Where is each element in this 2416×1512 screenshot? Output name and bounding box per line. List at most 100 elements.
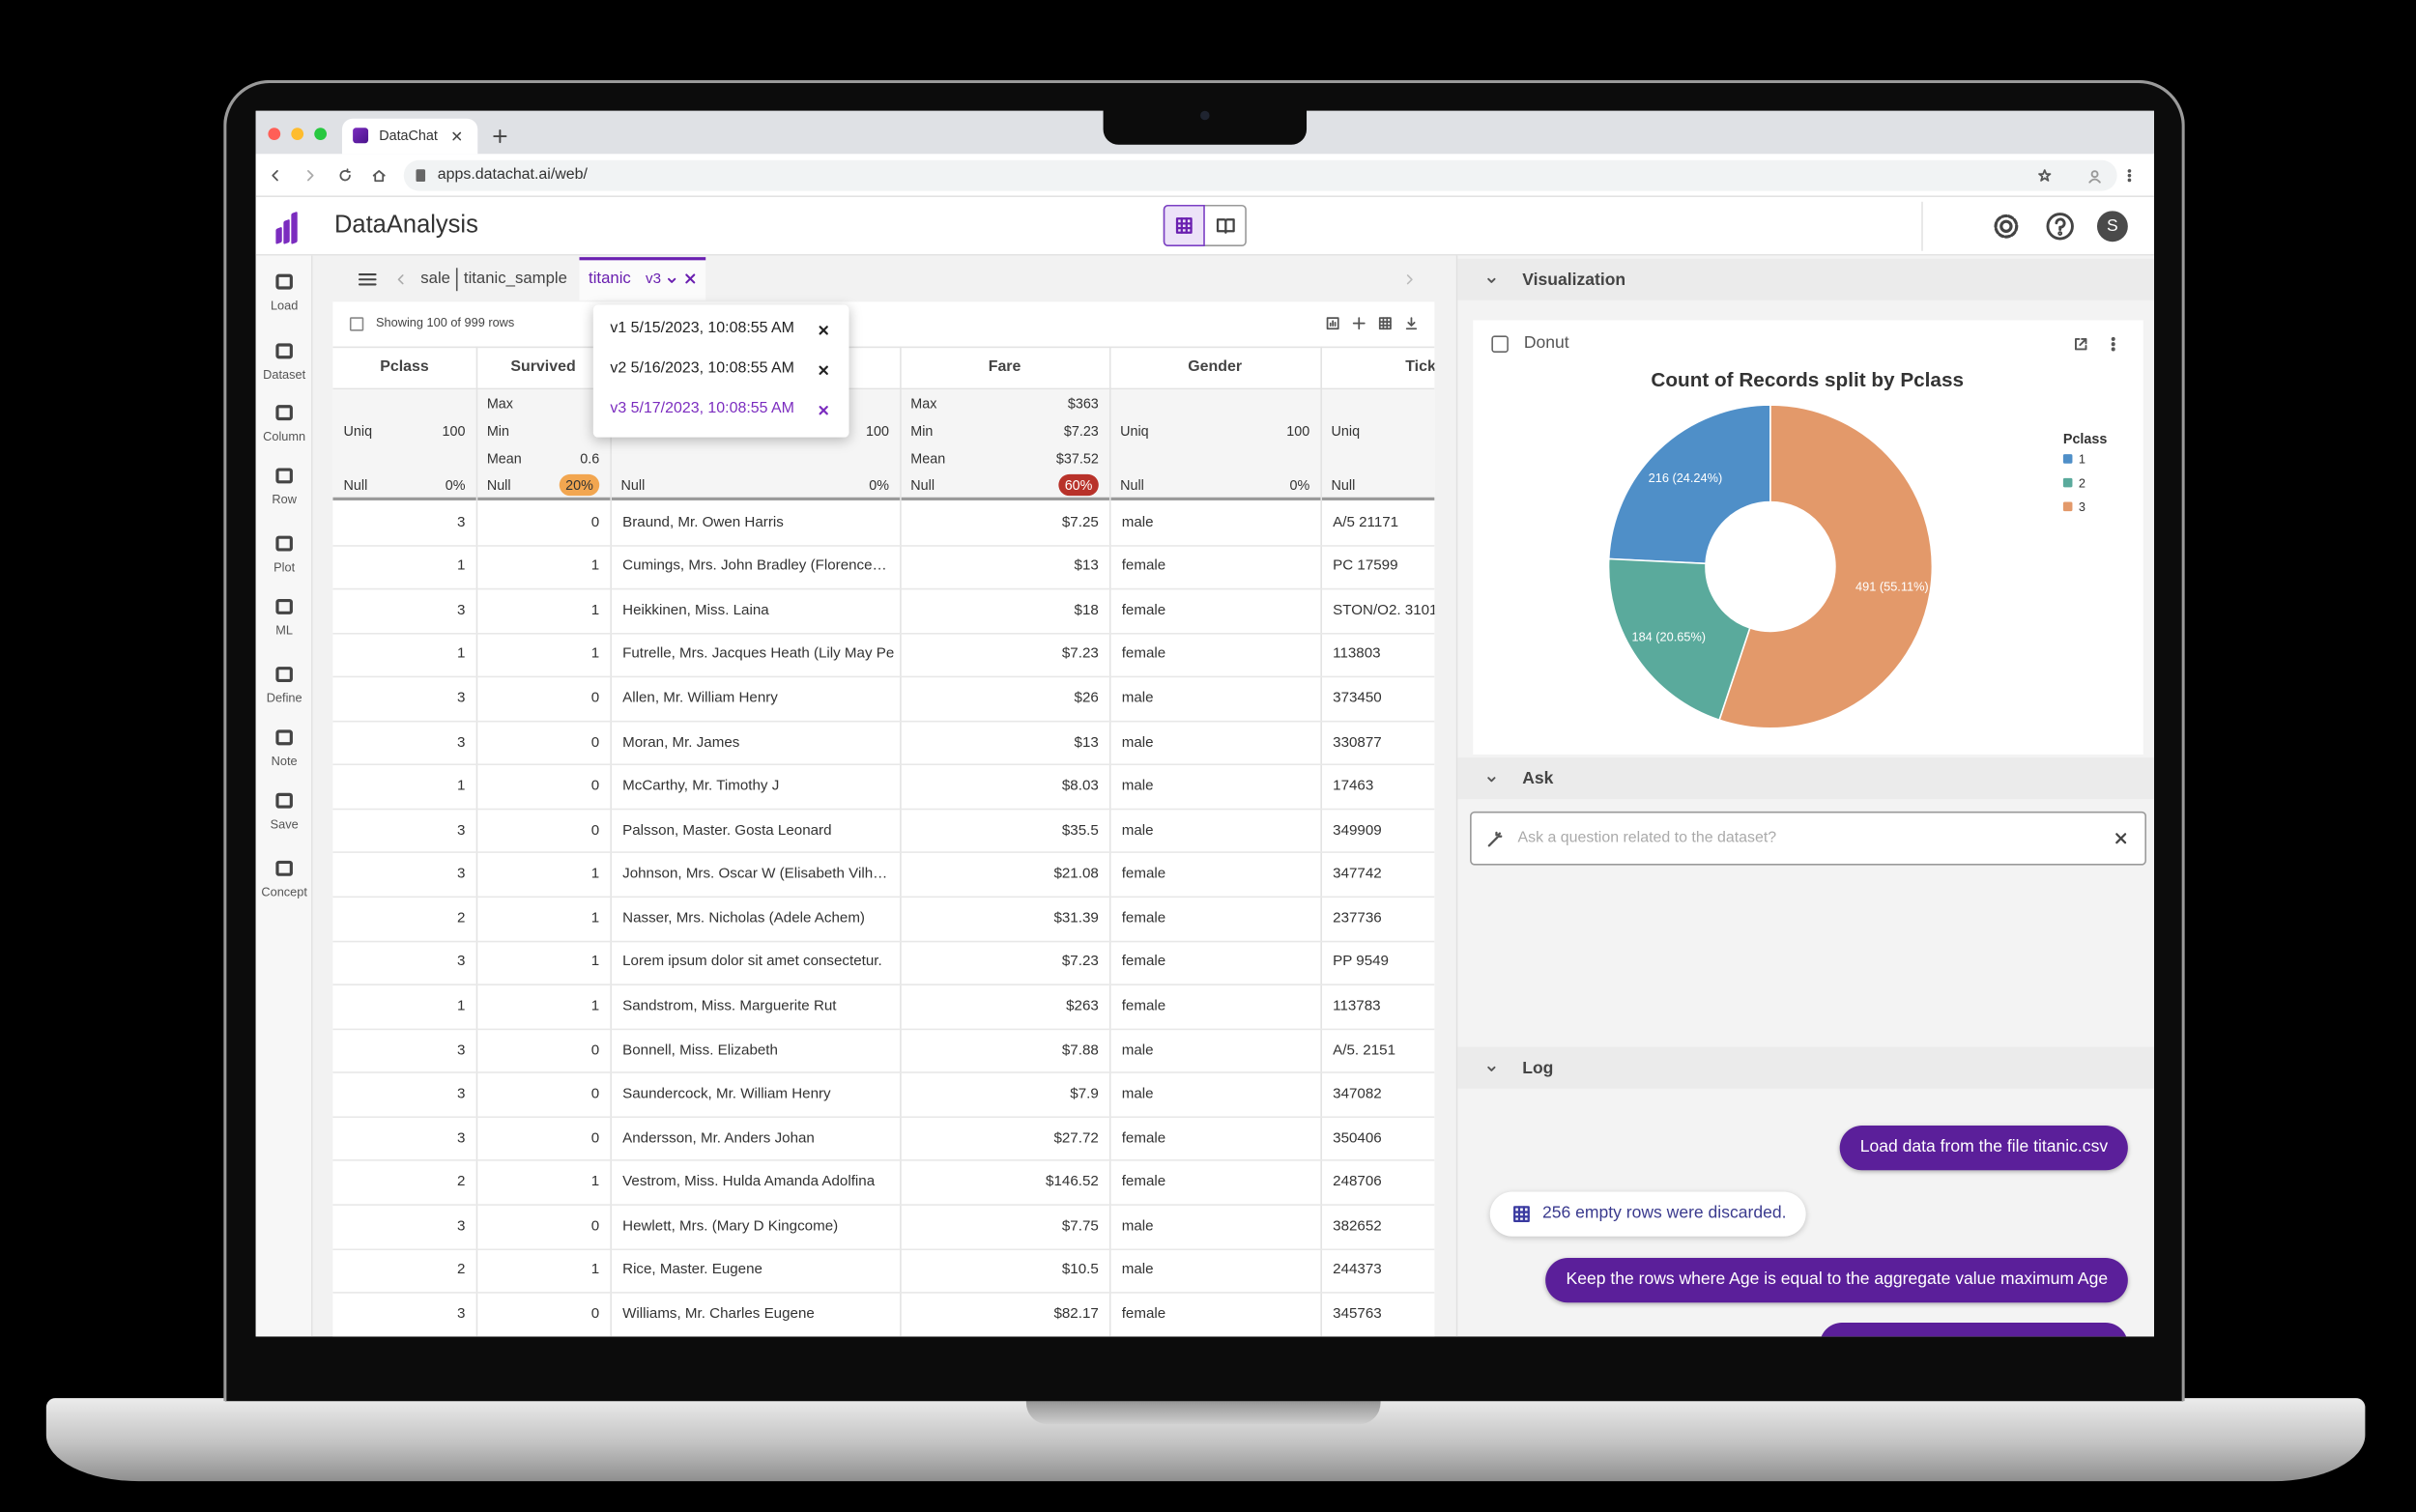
back[interactable] xyxy=(268,168,283,184)
column-header[interactable]: Tick xyxy=(1405,358,1435,376)
tabs-left[interactable] xyxy=(393,271,407,285)
open-chart[interactable] xyxy=(2072,335,2089,353)
active-tab-name[interactable]: titanic xyxy=(589,269,631,288)
select-all[interactable] xyxy=(349,317,364,331)
sidebar-label[interactable]: Dataset xyxy=(263,367,306,383)
column-header[interactable]: Pclass xyxy=(380,358,429,376)
home[interactable] xyxy=(371,168,387,184)
active-tab[interactable] xyxy=(579,257,706,300)
column-header[interactable]: Survived xyxy=(510,358,576,376)
version-item[interactable]: v1 5/15/2023, 10:08:55 AM xyxy=(610,320,794,338)
sidebar-icon[interactable] xyxy=(275,343,293,359)
panel-title[interactable]: Log xyxy=(1522,1058,1554,1077)
sidebar-icon[interactable] xyxy=(275,598,293,614)
url[interactable]: apps.datachat.ai/web/ xyxy=(437,166,588,184)
window-control[interactable] xyxy=(291,128,304,141)
chart-checkbox[interactable] xyxy=(1491,335,1509,353)
table-cell: male xyxy=(1121,778,1154,795)
camera-notch xyxy=(1103,101,1308,145)
sidebar-icon[interactable] xyxy=(275,729,293,746)
panel-title[interactable]: Ask xyxy=(1522,769,1554,788)
table-tool[interactable] xyxy=(1377,316,1393,331)
notebook-view[interactable] xyxy=(1215,214,1235,235)
table-view[interactable] xyxy=(1173,214,1194,235)
collapse[interactable] xyxy=(1485,273,1498,286)
shape xyxy=(451,130,461,140)
shape xyxy=(272,170,278,182)
table-tool[interactable] xyxy=(1403,316,1419,331)
table-cell: 0 xyxy=(590,1129,600,1147)
column-header[interactable]: Gender xyxy=(1188,358,1243,376)
stat-label: Null xyxy=(1331,477,1356,493)
profile[interactable] xyxy=(2085,167,2103,185)
table-cell: 0 xyxy=(590,689,600,707)
sidebar-label[interactable]: Row xyxy=(272,492,297,507)
version-delete[interactable] xyxy=(816,403,829,416)
version-delete[interactable] xyxy=(816,362,829,376)
table-cell: $18 xyxy=(1074,601,1099,619)
sidebar-icon[interactable] xyxy=(275,667,293,683)
forward[interactable] xyxy=(302,168,318,184)
table-cell: 1 xyxy=(590,557,600,575)
sidebar-icon[interactable] xyxy=(275,860,293,876)
row-divider xyxy=(332,1116,1435,1118)
table-cell: 0 xyxy=(590,821,600,840)
menu[interactable] xyxy=(357,269,377,289)
sidebar-label[interactable]: Load xyxy=(270,299,299,313)
sidebar-icon[interactable] xyxy=(275,405,293,421)
version-item[interactable]: v3 5/17/2023, 10:08:55 AM xyxy=(610,400,794,417)
sidebar-label[interactable]: Define xyxy=(266,691,302,705)
sidebar-label[interactable]: ML xyxy=(275,623,294,638)
sidebar-icon[interactable] xyxy=(275,273,293,290)
user-message: Keep the rows where Age is equal to the … xyxy=(1545,1258,2128,1303)
ask-placeholder[interactable]: Ask a question related to the dataset? xyxy=(1517,829,1777,846)
window-control[interactable] xyxy=(314,128,328,141)
view-toggle-active[interactable] xyxy=(1163,204,1205,246)
sidebar-icon[interactable] xyxy=(275,792,293,809)
sidebar-label[interactable]: Plot xyxy=(273,560,296,575)
clear-ask[interactable] xyxy=(2112,830,2129,847)
panel-title[interactable]: Visualization xyxy=(1522,270,1626,289)
bookmark[interactable] xyxy=(2037,168,2053,184)
shape xyxy=(2087,169,2101,183)
browser-menu[interactable] xyxy=(2121,168,2137,184)
active-tab-version[interactable]: v3 xyxy=(646,270,662,288)
version-item[interactable]: v2 5/16/2023, 10:08:55 AM xyxy=(610,359,794,378)
new-tab[interactable] xyxy=(491,127,508,144)
sidebar-label[interactable]: Save xyxy=(270,817,299,832)
table-tool[interactable] xyxy=(1325,316,1340,331)
sidebar-label[interactable]: Note xyxy=(271,754,298,769)
settings[interactable] xyxy=(1991,211,2022,242)
collapse[interactable] xyxy=(1485,772,1498,785)
sidebar-label[interactable]: Concept xyxy=(261,885,307,899)
window-control[interactable] xyxy=(268,128,281,141)
tab-close[interactable] xyxy=(449,128,463,142)
stat-label: Null xyxy=(486,477,511,493)
sidebar-label[interactable]: Column xyxy=(263,429,306,443)
table-tool[interactable] xyxy=(1351,316,1366,331)
column-header[interactable]: Fare xyxy=(988,358,1021,376)
row-divider xyxy=(332,1292,1435,1294)
breadcrumb[interactable]: sale xyxy=(420,269,450,288)
chart-menu[interactable] xyxy=(2104,335,2121,353)
help[interactable] xyxy=(2045,211,2076,242)
breadcrumb[interactable]: titanic_sample xyxy=(463,269,567,288)
stat-label: Null xyxy=(620,477,646,493)
url-field[interactable] xyxy=(403,159,2117,191)
reload[interactable] xyxy=(337,168,353,184)
sidebar-icon[interactable] xyxy=(275,468,293,484)
version-delete[interactable] xyxy=(816,323,829,336)
shape xyxy=(2127,169,2132,183)
row-divider xyxy=(332,1071,1435,1074)
close-tab[interactable] xyxy=(682,271,698,286)
tabs-right[interactable] xyxy=(1401,271,1415,285)
table-cell: male xyxy=(1121,733,1154,752)
version-menu[interactable] xyxy=(666,274,678,287)
table-cell: 237736 xyxy=(1333,909,1382,927)
sidebar-icon[interactable] xyxy=(275,535,293,552)
stat-badge xyxy=(1058,473,1099,497)
avatar-initial[interactable]: S xyxy=(2107,216,2118,236)
collapse[interactable] xyxy=(1485,1062,1498,1074)
ask-input[interactable] xyxy=(1470,811,2146,866)
